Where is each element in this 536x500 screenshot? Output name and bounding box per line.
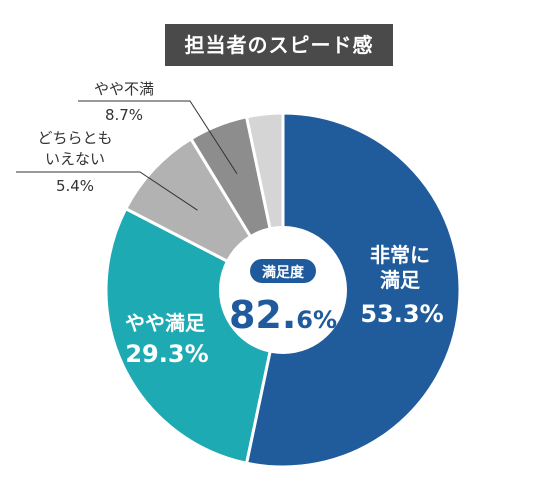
center-badge	[250, 259, 316, 283]
slice-2-value-label: 5.4%	[56, 177, 94, 195]
slice-0-name-line-1: 満足	[380, 268, 421, 292]
slice-0-name-line-0: 非常に	[370, 243, 430, 267]
leader-slice-3	[78, 100, 238, 175]
chart-title: 担当者のスピード感	[165, 24, 393, 66]
leader-slice-2	[16, 171, 198, 211]
slice-2-name-line-0: どちらとも	[37, 129, 112, 147]
slice-3-value-label: 8.7%	[105, 106, 143, 124]
slice-1-name-line-0: やや満足	[125, 311, 206, 335]
center-label: 満足度	[262, 264, 305, 281]
center-value-main: 82.	[229, 293, 296, 337]
slice-3-name-line-0: やや不満	[94, 80, 154, 98]
center-value: 82.6%	[229, 293, 337, 337]
pie-slices	[104, 111, 462, 469]
pie-slice-0	[245, 111, 462, 469]
slice-0-value-label: 53.3%	[360, 300, 443, 328]
center-hole	[219, 226, 347, 354]
leader-lines	[16, 100, 238, 211]
slice-1-value-label: 29.3%	[125, 340, 208, 368]
slice-2-name-line-1: いえない	[45, 150, 105, 168]
center-value-tail: 6%	[296, 306, 337, 334]
